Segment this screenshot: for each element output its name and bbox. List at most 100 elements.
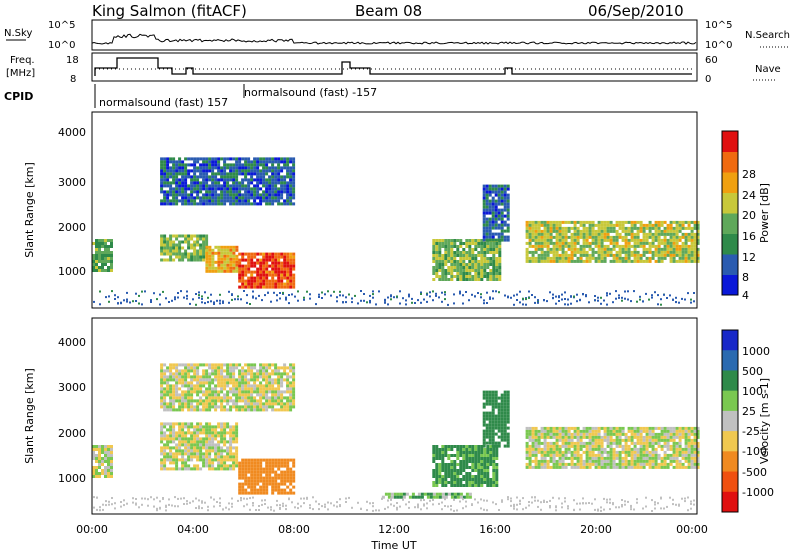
data-cell bbox=[468, 445, 471, 448]
data-cell bbox=[220, 405, 223, 408]
data-cell bbox=[486, 194, 489, 197]
data-cell bbox=[631, 454, 634, 457]
data-cell bbox=[631, 236, 634, 239]
data-cell bbox=[688, 439, 691, 442]
ground-scatter-cell bbox=[495, 290, 497, 292]
data-cell bbox=[616, 230, 619, 233]
data-cell bbox=[568, 254, 571, 257]
data-cell bbox=[489, 230, 492, 233]
data-cell bbox=[691, 457, 694, 460]
data-cell bbox=[214, 452, 217, 455]
data-cell bbox=[235, 264, 238, 267]
data-cell bbox=[507, 227, 510, 230]
data-cell bbox=[98, 451, 101, 454]
data-cell bbox=[277, 462, 280, 465]
data-cell bbox=[486, 403, 489, 406]
data-cell bbox=[468, 260, 471, 263]
data-cell bbox=[486, 454, 489, 457]
data-cell bbox=[535, 430, 538, 433]
data-cell bbox=[658, 221, 661, 224]
data-cell bbox=[208, 384, 211, 387]
data-cell bbox=[226, 431, 229, 434]
data-cell bbox=[265, 387, 268, 390]
data-cell bbox=[655, 439, 658, 442]
data-cell bbox=[628, 257, 631, 260]
data-cell bbox=[196, 166, 199, 169]
data-cell bbox=[226, 396, 229, 399]
data-cell bbox=[507, 194, 510, 197]
data-cell bbox=[178, 443, 181, 446]
data-cell bbox=[241, 372, 244, 375]
data-cell bbox=[184, 169, 187, 172]
data-cell bbox=[489, 442, 492, 445]
data-cell bbox=[241, 184, 244, 187]
data-cell bbox=[262, 372, 265, 375]
data-cell bbox=[107, 266, 110, 269]
data-cell bbox=[453, 251, 456, 254]
data-cell bbox=[604, 248, 607, 251]
data-cell bbox=[504, 421, 507, 424]
ground-scatter-cell bbox=[387, 297, 389, 299]
data-cell bbox=[190, 437, 193, 440]
data-cell bbox=[214, 405, 217, 408]
data-cell bbox=[244, 274, 247, 277]
data-cell bbox=[238, 471, 241, 474]
data-cell bbox=[495, 403, 498, 406]
data-cell bbox=[565, 466, 568, 469]
data-cell bbox=[562, 245, 565, 248]
data-cell bbox=[538, 242, 541, 245]
data-cell bbox=[160, 434, 163, 437]
data-cell bbox=[685, 242, 688, 245]
ground-scatter-cell bbox=[567, 304, 569, 306]
data-cell bbox=[172, 434, 175, 437]
data-cell bbox=[169, 431, 172, 434]
ground-scatter-cell bbox=[582, 293, 584, 295]
data-cell bbox=[483, 200, 486, 203]
data-cell bbox=[559, 233, 562, 236]
data-cell bbox=[110, 457, 113, 460]
data-cell bbox=[640, 430, 643, 433]
data-cell bbox=[640, 463, 643, 466]
data-cell bbox=[277, 486, 280, 489]
data-cell bbox=[205, 190, 208, 193]
data-cell bbox=[480, 254, 483, 257]
data-cell bbox=[172, 402, 175, 405]
data-cell bbox=[489, 400, 492, 403]
data-cell bbox=[454, 496, 457, 499]
data-cell bbox=[498, 239, 501, 242]
data-cell bbox=[541, 224, 544, 227]
data-cell bbox=[622, 466, 625, 469]
ground-scatter-cell bbox=[99, 291, 101, 293]
ground-scatter-cell bbox=[114, 294, 116, 296]
data-cell bbox=[589, 248, 592, 251]
data-cell bbox=[211, 381, 214, 384]
data-cell bbox=[456, 445, 459, 448]
data-cell bbox=[628, 454, 631, 457]
data-cell bbox=[637, 257, 640, 260]
data-cell bbox=[205, 264, 208, 267]
data-cell bbox=[256, 178, 259, 181]
data-cell bbox=[507, 397, 510, 400]
data-cell bbox=[580, 221, 583, 224]
data-cell bbox=[271, 166, 274, 169]
data-cell bbox=[190, 196, 193, 199]
data-cell bbox=[283, 181, 286, 184]
data-cell bbox=[592, 227, 595, 230]
ground-scatter-cell bbox=[426, 301, 428, 303]
data-cell bbox=[589, 454, 592, 457]
data-cell bbox=[214, 425, 217, 428]
data-cell bbox=[202, 184, 205, 187]
data-cell bbox=[181, 399, 184, 402]
data-cell bbox=[628, 221, 631, 224]
data-cell bbox=[676, 445, 679, 448]
data-cell bbox=[507, 445, 510, 448]
data-cell bbox=[256, 196, 259, 199]
data-cell bbox=[205, 402, 208, 405]
data-cell bbox=[205, 252, 208, 255]
data-cell bbox=[486, 433, 489, 436]
data-cell bbox=[169, 238, 172, 241]
data-cell bbox=[187, 399, 190, 402]
data-cell bbox=[253, 489, 256, 492]
data-cell bbox=[574, 454, 577, 457]
data-cell bbox=[474, 481, 477, 484]
